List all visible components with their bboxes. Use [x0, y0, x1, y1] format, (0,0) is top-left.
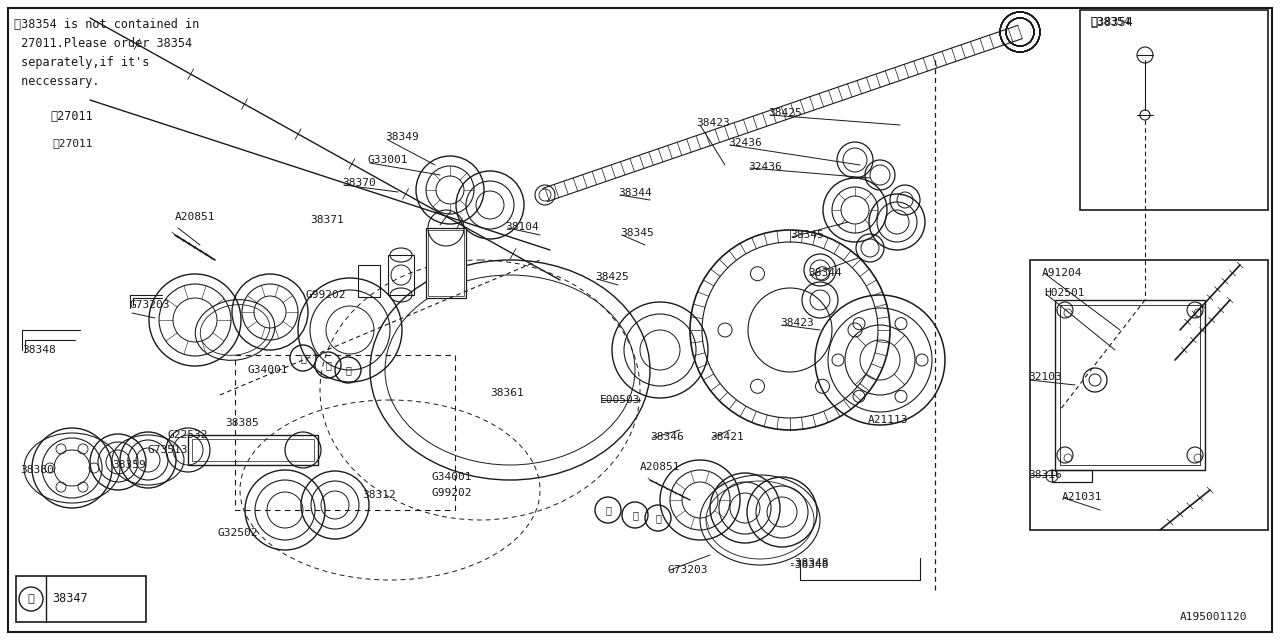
Text: 38425: 38425 [768, 108, 801, 118]
Text: A20851: A20851 [640, 462, 681, 472]
Text: 38380: 38380 [20, 465, 54, 475]
Text: 38425: 38425 [595, 272, 628, 282]
Text: G22532: G22532 [168, 430, 209, 440]
Text: G99202: G99202 [305, 290, 346, 300]
Text: neccessary.: neccessary. [14, 75, 100, 88]
Text: G32502: G32502 [218, 528, 259, 538]
Text: ①: ① [655, 513, 660, 523]
Text: 38104: 38104 [506, 222, 539, 232]
Text: 38344: 38344 [618, 188, 652, 198]
Bar [236, 355, 454, 510]
Bar [15, 576, 146, 622]
Text: ①: ① [632, 510, 637, 520]
Text: G73203: G73203 [668, 565, 709, 575]
Text: 38312: 38312 [362, 490, 396, 500]
Text: 38361: 38361 [490, 388, 524, 398]
Text: G73203: G73203 [131, 300, 170, 310]
Text: ①: ① [300, 353, 306, 363]
Text: 32436: 32436 [728, 138, 762, 148]
Text: 38347: 38347 [52, 593, 87, 605]
Bar [1052, 470, 1092, 482]
Text: ①: ① [346, 365, 351, 375]
Text: 38345: 38345 [620, 228, 654, 238]
Text: ①: ① [325, 360, 332, 370]
Text: ‸38354: ‸38354 [1091, 16, 1133, 29]
Text: 38349: 38349 [385, 132, 419, 142]
Bar [388, 255, 413, 295]
Text: 27011.Please order 38354: 27011.Please order 38354 [14, 37, 192, 50]
Text: 32436: 32436 [748, 162, 782, 172]
Text: G73513: G73513 [148, 445, 188, 455]
Bar [1030, 260, 1268, 530]
Bar [192, 439, 314, 461]
Text: 38423: 38423 [696, 118, 730, 128]
Text: 38385: 38385 [225, 418, 259, 428]
Text: G34001: G34001 [248, 365, 288, 375]
Text: separately,if it's: separately,if it's [14, 56, 150, 69]
Text: A195001120: A195001120 [1180, 612, 1248, 622]
Text: 38371: 38371 [310, 215, 344, 225]
Bar [1060, 305, 1201, 465]
Text: ‸38354 is not contained in: ‸38354 is not contained in [14, 18, 200, 31]
Text: 32103: 32103 [1028, 372, 1061, 382]
Text: 38346: 38346 [650, 432, 684, 442]
Text: ①: ① [28, 594, 35, 604]
Text: 38423: 38423 [780, 318, 814, 328]
Text: H02501: H02501 [1044, 288, 1084, 298]
Text: ‸38354: ‸38354 [1091, 16, 1130, 26]
Text: ※27011: ※27011 [52, 138, 92, 148]
Text: 38344: 38344 [808, 268, 842, 278]
Text: 38370: 38370 [342, 178, 376, 188]
Bar [1055, 300, 1204, 470]
Bar [426, 228, 466, 298]
Text: 38359: 38359 [113, 460, 146, 470]
Text: 38421: 38421 [710, 432, 744, 442]
Text: ①: ① [605, 505, 611, 515]
Text: A20851: A20851 [175, 212, 215, 222]
Bar [188, 435, 317, 465]
Text: G99202: G99202 [433, 488, 472, 498]
Text: -38348: -38348 [788, 560, 828, 570]
Text: A21031: A21031 [1062, 492, 1102, 502]
Text: 38348: 38348 [22, 345, 56, 355]
Bar [1080, 10, 1268, 210]
Text: A21113: A21113 [868, 415, 909, 425]
Text: 38345: 38345 [790, 230, 824, 240]
Text: -38348: -38348 [788, 558, 828, 568]
Text: E00503: E00503 [600, 395, 640, 405]
Bar [358, 265, 380, 297]
Text: G33001: G33001 [369, 155, 408, 165]
Text: 38316: 38316 [1028, 470, 1061, 480]
Text: A91204: A91204 [1042, 268, 1083, 278]
Bar [428, 230, 465, 296]
Text: ‧27011: ‧27011 [50, 110, 92, 123]
Text: G34001: G34001 [433, 472, 472, 482]
